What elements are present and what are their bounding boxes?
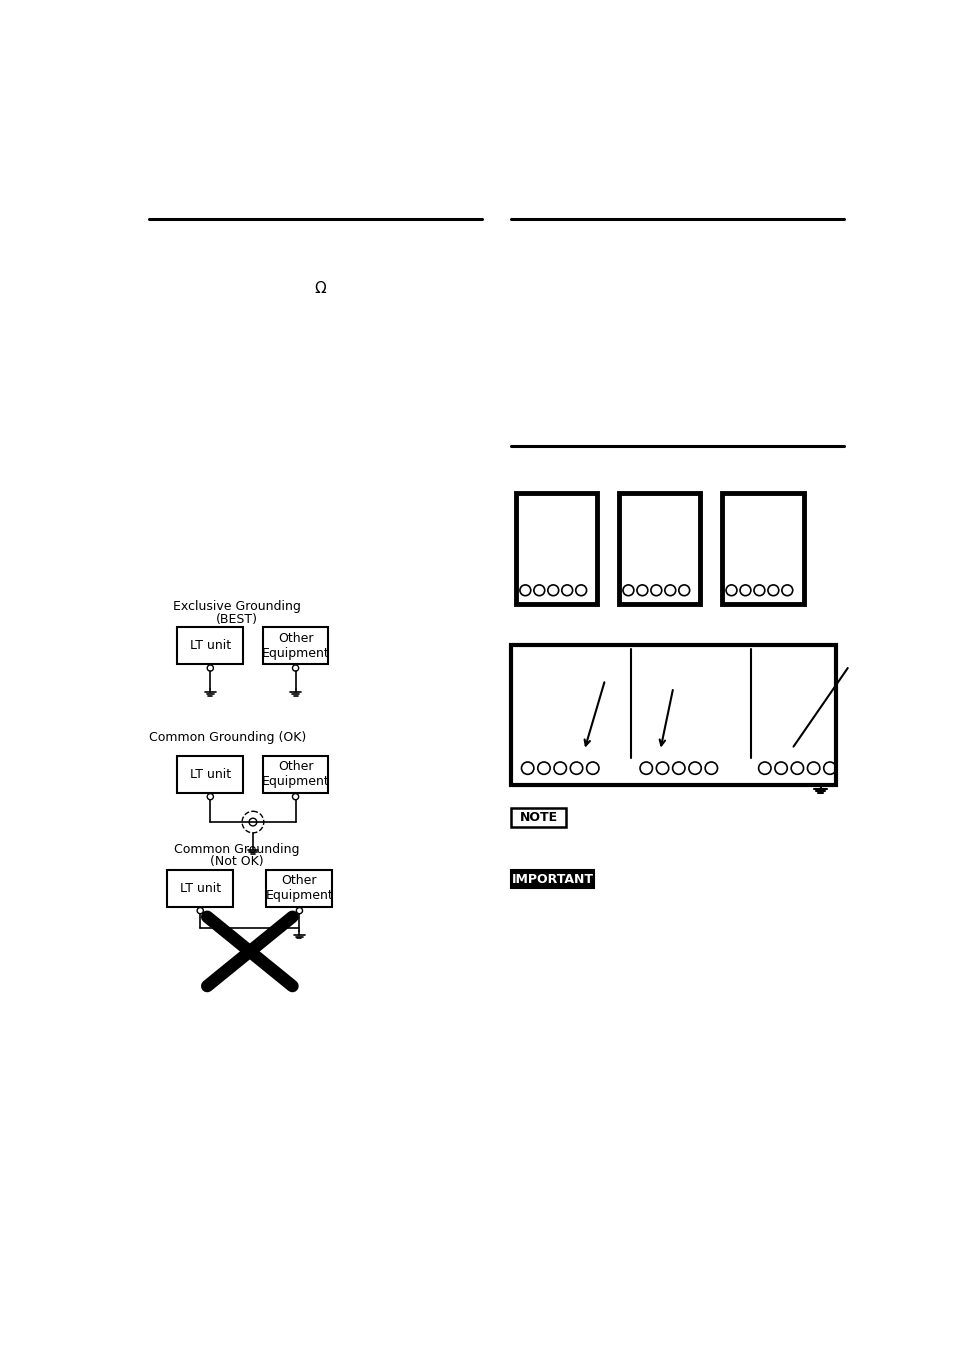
Bar [262, 627, 328, 664]
Text: LT unit: LT unit [190, 768, 231, 781]
Text: (BEST): (BEST) [215, 612, 257, 625]
Text: Exclusive Grounding: Exclusive Grounding [172, 600, 301, 613]
Text: Common Grounding: Common Grounding [174, 843, 299, 855]
Bar [167, 870, 233, 907]
Text: (Not OK): (Not OK) [210, 855, 264, 868]
Bar [510, 808, 566, 827]
Bar [618, 492, 700, 604]
Bar [177, 756, 243, 792]
Text: IMPORTANT: IMPORTANT [511, 873, 593, 885]
Bar [262, 756, 328, 792]
Bar [721, 492, 802, 604]
Bar [516, 492, 597, 604]
Text: Common Grounding (OK): Common Grounding (OK) [149, 732, 306, 744]
Bar [510, 646, 835, 785]
Text: LT unit: LT unit [179, 882, 220, 894]
Text: NOTE: NOTE [519, 811, 557, 824]
Text: Other
Equipment: Other Equipment [261, 632, 329, 660]
Text: Other
Equipment: Other Equipment [261, 760, 329, 788]
Text: Ω: Ω [314, 281, 326, 296]
Bar [266, 870, 332, 907]
Bar [510, 870, 594, 888]
Text: LT unit: LT unit [190, 639, 231, 652]
Text: Other
Equipment: Other Equipment [265, 874, 333, 902]
Bar [177, 627, 243, 664]
